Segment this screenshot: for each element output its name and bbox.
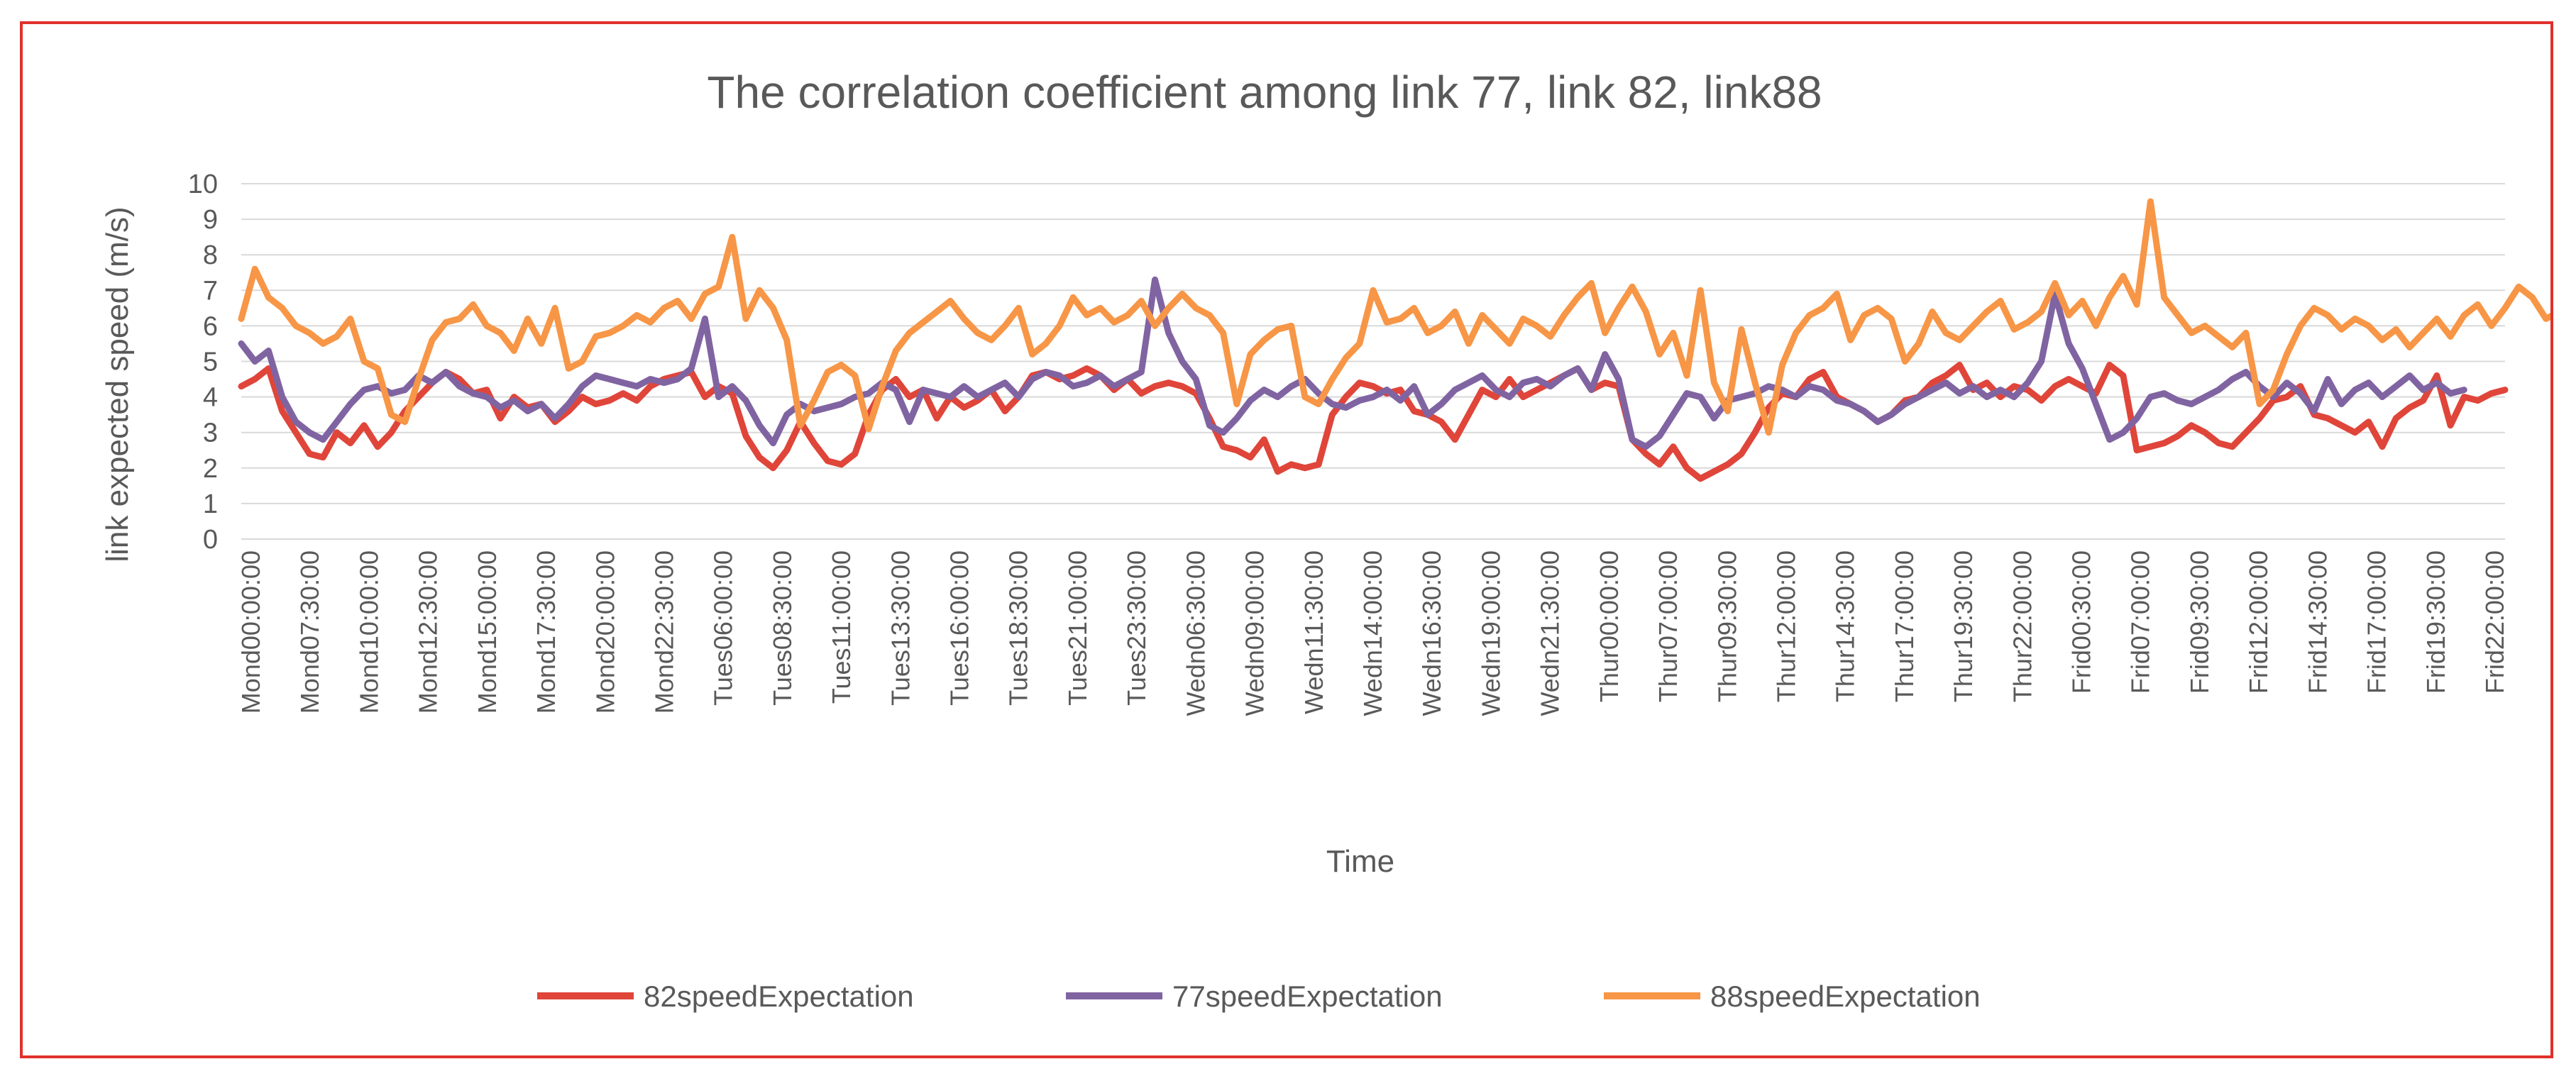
x-tick-label: Wedn16:30:00 (1417, 550, 1446, 716)
y-tick-label: 6 (203, 311, 218, 341)
x-tick-label: Frid22:00:00 (2480, 550, 2509, 694)
chart-title: The correlation coefficient among link 7… (707, 67, 1822, 118)
y-axis-ticks: 0 1 2 3 4 5 6 7 8 9 10 (188, 170, 218, 555)
x-tick-label: Frid19:30:00 (2421, 550, 2450, 694)
legend: 82speedExpectation 77speedExpectation 88sp… (537, 980, 1981, 1013)
x-tick-label: Thur12:00:00 (1771, 550, 1800, 702)
x-tick-label: Frid14:30:00 (2303, 550, 2332, 694)
y-tick-label: 2 (203, 454, 218, 484)
x-tick-label: Tues06:00:00 (709, 550, 738, 706)
x-tick-label: Mond20:00:00 (590, 550, 620, 714)
x-tick-label: Wedn09:00:00 (1240, 550, 1270, 716)
y-tick-label: 10 (188, 170, 218, 199)
x-tick-label: Thur14:30:00 (1831, 550, 1860, 702)
x-tick-label: Thur22:00:00 (2008, 550, 2037, 702)
x-tick-label: Thur17:00:00 (1890, 550, 1919, 702)
x-tick-label: Wedn21:30:00 (1536, 550, 1565, 716)
x-tick-label: Mond12:30:00 (414, 550, 443, 714)
y-tick-label: 8 (203, 240, 218, 270)
y-tick-label: 1 (203, 489, 218, 519)
series-line-77speedExpectation (238, 276, 2467, 450)
x-tick-label: Mond15:00:00 (473, 550, 502, 714)
x-tick-label: Frid12:00:00 (2244, 550, 2273, 694)
x-tick-label: Frid17:00:00 (2362, 550, 2391, 694)
y-tick-label: 0 (203, 525, 218, 555)
x-tick-label: Wedn06:30:00 (1181, 550, 1210, 716)
x-tick-label: Thur07:00:00 (1653, 550, 1683, 702)
x-tick-label: Thur00:00:00 (1595, 550, 1624, 702)
x-tick-label: Frid09:30:00 (2185, 550, 2214, 694)
x-tick-label: Mond22:30:00 (649, 550, 678, 714)
series-line-88speedExpectation (238, 198, 2550, 436)
x-tick-label: Mond17:30:00 (532, 550, 561, 714)
legend-label-77speedExpectation: 77speedExpectation (1172, 980, 1443, 1013)
x-tick-label: Wedn11:30:00 (1299, 550, 1328, 714)
x-tick-label: Tues21:00:00 (1063, 550, 1092, 706)
line-chart: The correlation coefficient among link 7… (100, 67, 2550, 1013)
x-tick-label: Mond10:00:00 (354, 550, 383, 714)
x-tick-label: Tues13:30:00 (886, 550, 915, 706)
y-tick-label: 3 (203, 418, 218, 448)
legend-label-82speedExpectation: 82speedExpectation (644, 980, 914, 1013)
x-tick-label: Thur19:30:00 (1949, 550, 1978, 702)
x-axis-ticks: Mond00:00:00 Mond07:30:00 Mond10:00:00 Mond… (236, 550, 2509, 716)
x-tick-label: Tues18:30:00 (1004, 550, 1033, 706)
x-tick-label: Mond07:30:00 (295, 550, 324, 714)
x-tick-label: Frid07:00:00 (2126, 550, 2155, 694)
x-tick-label: Wedn19:00:00 (1476, 550, 1505, 716)
x-tick-label: Wedn14:00:00 (1358, 550, 1387, 716)
x-tick-label: Mond00:00:00 (236, 550, 265, 714)
x-tick-label: Tues11:00:00 (827, 550, 856, 704)
y-axis-title: link expected speed (m/s) (100, 206, 135, 562)
series-line-82speedExpectation (238, 362, 2509, 482)
y-tick-label: 4 (203, 383, 218, 413)
x-tick-label: Thur09:30:00 (1712, 550, 1741, 702)
x-tick-label: Tues08:30:00 (768, 550, 797, 706)
y-tick-label: 9 (203, 205, 218, 235)
x-tick-label: Frid00:30:00 (2067, 550, 2096, 694)
x-tick-label: Tues16:00:00 (945, 550, 974, 706)
legend-label-88speedExpectation: 88speedExpectation (1710, 980, 1981, 1013)
series-lines (238, 198, 2550, 482)
chart-frame: The correlation coefficient among link 7… (20, 21, 2553, 1058)
x-axis-title: Time (1326, 844, 1394, 879)
y-tick-label: 5 (203, 348, 218, 377)
x-tick-label: Tues23:30:00 (1122, 550, 1151, 706)
y-tick-label: 7 (203, 276, 218, 306)
